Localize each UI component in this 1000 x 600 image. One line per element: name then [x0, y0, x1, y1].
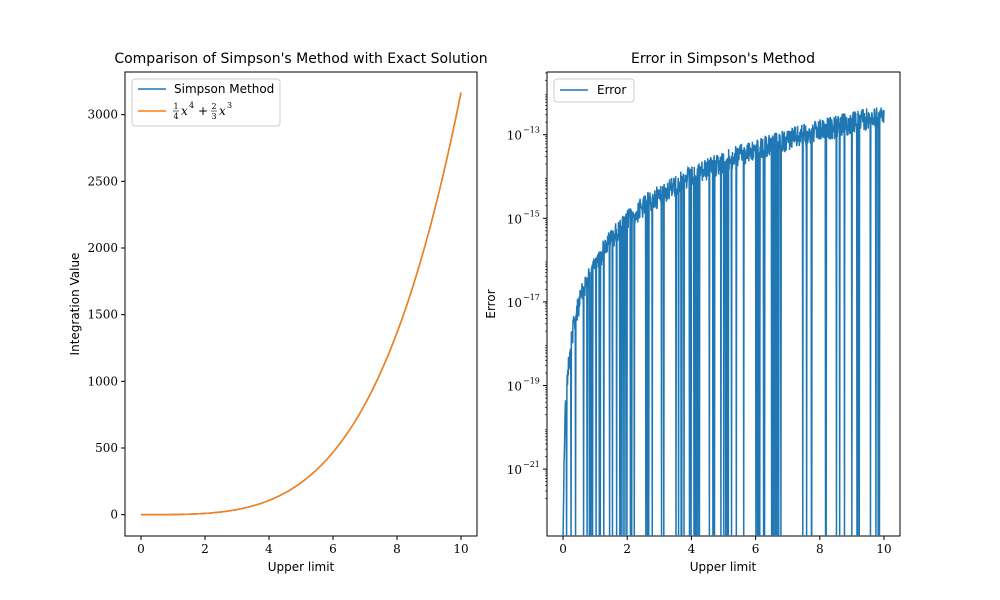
right-x-axis-label: Upper limit: [690, 560, 757, 574]
left-y-tick-label: 1000: [87, 374, 118, 388]
legend-var2: x: [219, 104, 226, 118]
right-y-tick-label-exp: −19: [523, 377, 540, 386]
left-y-tick-label: 2000: [87, 241, 118, 255]
right-legend-box: [553, 78, 635, 103]
legend-frac2-den: 3: [211, 112, 216, 121]
left-y-tick-label: 1500: [87, 308, 118, 322]
right-y-tick-label-base: 10: [507, 296, 522, 310]
legend-plus: +: [198, 104, 208, 118]
legend-frac1-num: 1: [173, 102, 178, 111]
right-x-tick-label: 2: [623, 542, 631, 556]
right-x-tick-label: 0: [559, 542, 567, 556]
right-y-tick-label-base: 10: [507, 463, 522, 477]
legend-exp2: 3: [227, 101, 232, 110]
left-axis-ticks: 0 2 4 6 8 10 0 500 1000 1500 2000 2500 3000: [87, 108, 468, 556]
right-y-tick-label-exp: −21: [523, 460, 540, 469]
legend-label-simpson: Simpson Method: [174, 82, 274, 96]
right-x-tick-label: 10: [876, 542, 891, 556]
legend-frac2-num: 2: [211, 102, 216, 111]
series-line-exact: [141, 92, 462, 516]
right-series-lines: [562, 107, 885, 536]
left-chart-title: Comparison of Simpson's Method with Exac…: [114, 51, 487, 67]
right-x-tick-label: 6: [752, 542, 760, 556]
left-y-tick-label: 500: [95, 441, 118, 455]
right-y-tick-label-exp: −17: [523, 293, 540, 302]
right-y-tick-label-base: 10: [507, 212, 522, 226]
right-chart-title: Error in Simpson's Method: [631, 51, 815, 67]
left-legend: Simpson Method 1 4 x 4 + 2 3 x 3: [131, 78, 281, 127]
left-y-axis-label: Integration Value: [68, 253, 82, 356]
left-x-tick-label: 6: [329, 542, 337, 556]
right-y-tick-label-exp: −15: [523, 209, 540, 218]
right-y-tick-label-exp: −13: [523, 126, 540, 135]
left-x-tick-label: 2: [201, 542, 209, 556]
left-x-tick-label: 8: [393, 542, 401, 556]
left-x-tick-label: 10: [453, 542, 468, 556]
left-series-lines: [141, 92, 462, 516]
left-y-tick-label: 2500: [87, 174, 118, 188]
right-x-tick-label: 8: [816, 542, 824, 556]
right-y-axis-label: Error: [484, 289, 498, 318]
left-x-tick-label: 4: [265, 542, 273, 556]
left-y-tick-label: 3000: [87, 108, 118, 122]
legend-exp1: 4: [189, 101, 194, 110]
legend-label-error: Error: [597, 83, 626, 97]
left-plot-frame: [124, 71, 478, 537]
left-y-tick-label: 0: [110, 508, 118, 522]
left-x-axis-label: Upper limit: [268, 560, 335, 574]
legend-var1: x: [181, 104, 188, 118]
right-x-tick-label: 4: [688, 542, 696, 556]
series-line-error: [562, 107, 885, 536]
legend-label-exact: 1 4 x 4 + 2 3 x 3: [173, 101, 232, 121]
legend-frac1-den: 4: [173, 112, 178, 121]
right-chart: Error in Simpson's Method Upper limit Er…: [484, 51, 901, 574]
left-x-tick-label: 0: [137, 542, 145, 556]
left-chart: Comparison of Simpson's Method with Exac…: [68, 51, 488, 574]
right-legend: Error: [553, 78, 635, 103]
right-y-tick-label-base: 10: [507, 129, 522, 143]
right-y-tick-label-base: 10: [507, 380, 522, 394]
left-legend-box: [131, 78, 281, 127]
